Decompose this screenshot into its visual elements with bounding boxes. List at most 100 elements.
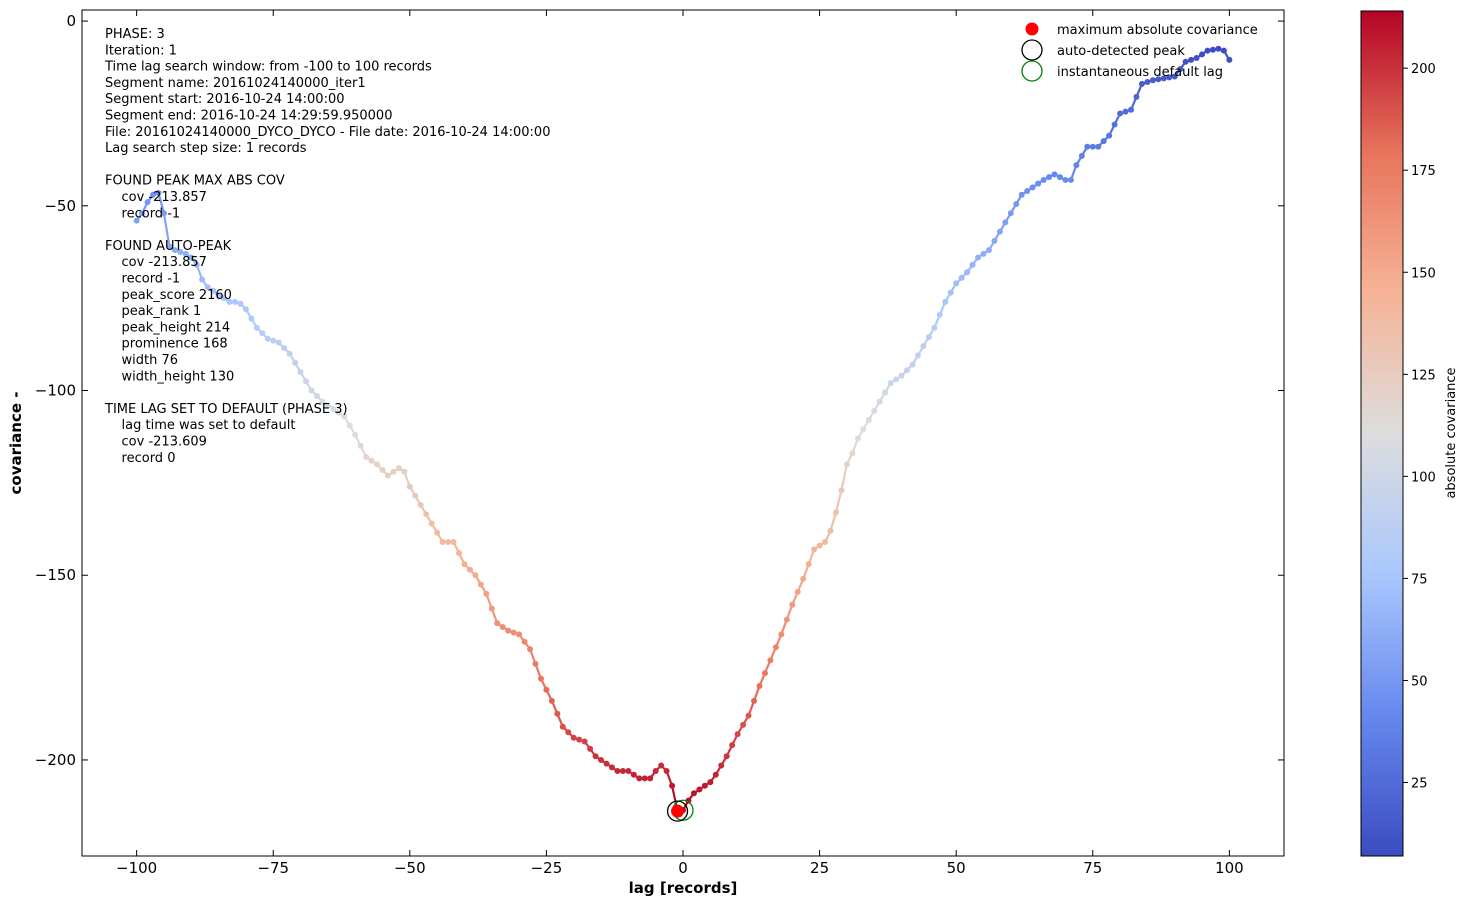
data-point <box>953 280 960 287</box>
data-point <box>1199 51 1206 58</box>
data-point <box>483 590 490 597</box>
colorbar-tick-label: 200 <box>1411 62 1436 77</box>
data-point <box>155 189 162 196</box>
data-point <box>308 387 315 394</box>
data-point <box>193 261 200 268</box>
colorbar-tick-label: 25 <box>1411 777 1428 792</box>
data-point <box>805 561 812 568</box>
data-point <box>658 762 665 769</box>
data-point <box>150 191 157 198</box>
data-point <box>1160 75 1167 82</box>
x-tick-label: −75 <box>257 859 289 877</box>
data-point <box>439 538 446 545</box>
data-point <box>925 333 932 340</box>
data-point <box>570 734 577 741</box>
data-point <box>876 398 883 405</box>
data-point <box>690 790 697 797</box>
data-point <box>455 550 462 557</box>
data-point <box>527 646 534 653</box>
data-point <box>1089 143 1096 150</box>
data-point <box>985 247 992 254</box>
data-point <box>701 782 708 789</box>
data-point <box>914 352 921 359</box>
data-point <box>537 675 544 682</box>
data-point <box>1035 180 1042 187</box>
info-line: FOUND AUTO-PEAK <box>105 239 232 254</box>
data-point <box>565 729 572 736</box>
data-point <box>991 237 998 244</box>
data-point <box>789 601 796 608</box>
data-point <box>231 298 238 305</box>
data-point <box>778 631 785 638</box>
data-point <box>357 442 364 449</box>
legend-label: instantaneous default lag <box>1057 65 1223 80</box>
data-point <box>499 623 506 630</box>
data-point <box>1182 58 1189 65</box>
info-line: record 0 <box>105 451 175 466</box>
auto-peak-marker <box>666 800 689 822</box>
info-line: Segment end: 2016-10-24 14:29:59.950000 <box>105 109 392 124</box>
data-point <box>215 293 222 300</box>
data-point <box>893 376 900 383</box>
data-point <box>166 243 173 250</box>
data-point <box>898 372 905 379</box>
data-point <box>384 472 391 479</box>
y-tick-label: −50 <box>44 197 76 215</box>
data-point <box>1007 210 1014 217</box>
data-point <box>346 422 353 429</box>
data-point <box>390 468 397 475</box>
data-point <box>1149 77 1156 84</box>
data-point <box>832 509 839 516</box>
legend-label: auto-detected peak <box>1057 44 1185 59</box>
data-point <box>248 315 255 322</box>
data-point <box>904 367 911 374</box>
info-line: peak_height 214 <box>105 320 230 335</box>
data-point <box>412 492 419 499</box>
data-point <box>494 620 501 627</box>
data-point <box>603 760 610 767</box>
data-point <box>133 217 140 224</box>
data-point <box>816 542 823 549</box>
data-point <box>1128 106 1135 113</box>
info-line: cov -213.857 <box>105 190 207 205</box>
x-tick-label: 75 <box>1083 859 1102 877</box>
data-point <box>756 683 763 690</box>
info-line: cov -213.857 <box>105 255 207 270</box>
data-point <box>871 407 878 414</box>
data-point <box>745 712 752 719</box>
data-point <box>406 483 413 490</box>
data-point <box>1029 184 1036 191</box>
data-point <box>395 465 402 472</box>
data-point <box>379 466 386 473</box>
colorbar-tick-label: 100 <box>1411 470 1436 485</box>
data-point <box>931 324 938 331</box>
legend: maximum absolute covariance auto-detected… <box>1021 22 1258 82</box>
data-point <box>477 581 484 588</box>
colorbar <box>1360 10 1404 857</box>
legend-marker <box>1025 22 1039 36</box>
data-point <box>827 527 834 534</box>
data-point <box>843 461 850 468</box>
series-segment <box>829 511 838 532</box>
data-point <box>417 502 424 509</box>
data-point <box>1166 74 1173 81</box>
data-point <box>303 378 310 385</box>
colorbar-label: absolute covariance <box>1444 367 1459 498</box>
data-point <box>1204 47 1211 54</box>
info-line: Segment start: 2016-10-24 14:00:00 <box>105 92 345 107</box>
data-point <box>800 575 807 582</box>
data-point <box>341 413 348 420</box>
colorbar-tick-label: 75 <box>1411 572 1428 587</box>
data-point <box>1209 46 1216 53</box>
data-point <box>1106 132 1113 139</box>
data-point <box>1078 152 1085 159</box>
info-line: Iteration: 1 <box>105 43 177 58</box>
info-line: width 76 <box>105 353 178 368</box>
data-point <box>319 398 326 405</box>
data-point <box>374 461 381 468</box>
x-axis-label: lag [records] <box>629 879 738 897</box>
colorbar-ticks: 25 50 75 100 125 150 175 200 <box>1403 62 1436 792</box>
data-point <box>761 670 768 677</box>
series-segment <box>840 463 849 492</box>
x-tick-label: 50 <box>947 859 966 877</box>
